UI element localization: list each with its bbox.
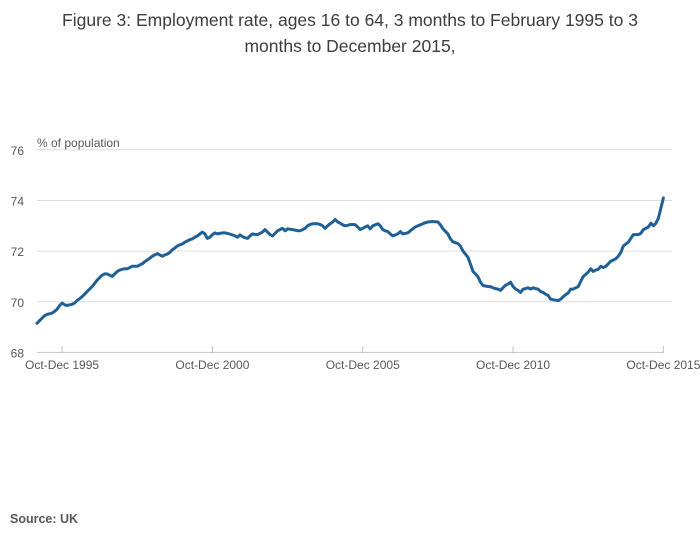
y-axis-title: % of population: [37, 136, 120, 150]
y-tick-label-72: 72: [11, 245, 25, 259]
chart-title-line1: Figure 3: Employment rate, ages 16 to 64…: [62, 10, 638, 30]
source-note: Source: UK: [10, 512, 79, 526]
y-tick-label-76: 76: [11, 144, 25, 158]
chart-title: Figure 3: Employment rate, ages 16 to 64…: [0, 7, 700, 59]
y-tick-label-70: 70: [11, 296, 25, 310]
x-tick-label-4: Oct-Dec 2015: [626, 358, 700, 372]
x-tick-label-1: Oct-Dec 2000: [175, 358, 249, 372]
x-tick-label-2: Oct-Dec 2005: [326, 358, 400, 372]
chart-title-line2: months to December 2015,: [244, 36, 456, 56]
x-tick-label-3: Oct-Dec 2010: [476, 358, 550, 372]
employment-rate-line: [35, 196, 665, 325]
x-tick-label-0: Oct-Dec 1995: [25, 358, 99, 372]
y-tick-label-74: 74: [11, 194, 25, 208]
y-tick-label-68: 68: [11, 346, 25, 360]
